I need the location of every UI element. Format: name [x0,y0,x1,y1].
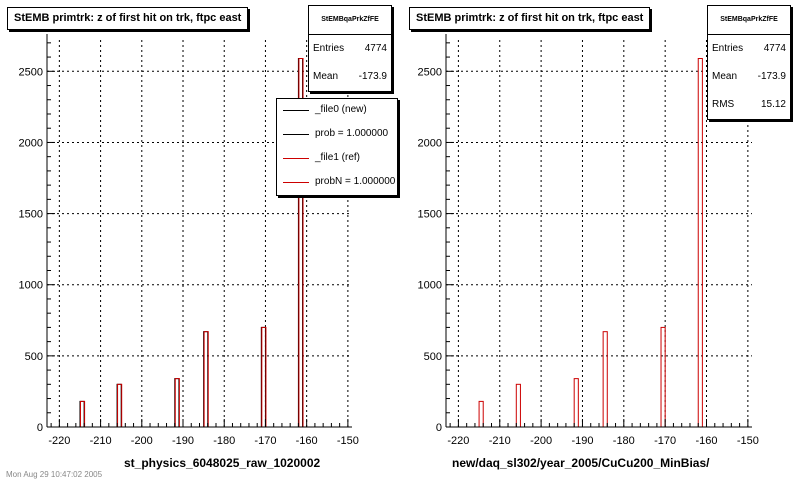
x-tick-label: -200 [530,435,552,447]
legend-label: _file0 (new) [315,104,367,115]
stats-value: 4774 [364,43,387,54]
stats-row-entries: Entries 4774 [708,35,790,63]
legend-label: _file1 (ref) [315,152,361,163]
x-axis-label: st_physics_6048025_raw_1020002 [124,456,321,470]
histogram-bar [478,400,484,428]
y-tick-label: 1500 [19,209,43,221]
legend-entry: _file0 (new) [277,99,397,123]
histogram-bar [697,57,703,428]
histogram-bar [660,326,666,428]
histogram-bar [573,378,579,428]
x-axis-label: new/daq_sl302/year_2005/CuCu200_MinBias/ [452,456,710,470]
legend-line-ref [283,158,309,159]
histogram-bar [515,383,521,428]
x-tick-label: -170 [254,435,276,447]
x-tick-label: -210 [90,435,112,447]
x-tick-label: -190 [172,435,194,447]
stats-name: StEMBqaPrkZfFE [309,6,391,35]
y-tick-label: 1000 [418,280,442,292]
x-tick-label: -160 [695,435,717,447]
legend-line-ref [283,182,309,183]
plot-title: StEMB primtrk: z of first hit on trk, ft… [7,7,249,30]
footer-timestamp: Mon Aug 29 10:47:02 2005 [6,470,103,479]
y-tick-label: 500 [25,351,43,363]
histogram-bar [602,331,608,428]
x-tick-label: -200 [131,435,153,447]
x-tick-label: -170 [654,435,676,447]
x-tick-label: -160 [296,435,318,447]
y-tick-label: 0 [37,422,43,434]
legend-label: probN = 1.000000 [315,176,396,187]
stats-row-entries: Entries 4774 [309,35,391,63]
y-tick-label: 0 [436,422,442,434]
y-tick-label: 1500 [418,209,442,221]
x-tick-label: -180 [213,435,235,447]
stats-row-mean: Mean -173.9 [309,63,391,91]
histogram-panel-left: -220 -210 -200 -190 -180 -170 -160 -150 0 500 1000… [6,5,398,479]
stats-value: -173.9 [358,71,387,82]
legend-entry: prob = 1.000000 [277,123,397,147]
y-tick-label: 500 [424,351,442,363]
legend-entry: probN = 1.000000 [277,171,397,195]
y-tick-label: 2000 [19,137,43,149]
stats-row-rms: RMS 15.12 [708,91,790,119]
x-tick-label: -220 [447,435,469,447]
stats-label: RMS [712,99,735,110]
histogram-plot-left: -220 -210 -200 -190 -180 -170 -160 -150 0 500 1000… [19,34,359,447]
x-tick-label: -210 [489,435,511,447]
legend-line-new [283,110,309,111]
histogram-plot-right: -220 -210 -200 -190 -180 -170 -160 -150 0 500 1000… [418,34,759,447]
stats-label: Mean [313,71,339,82]
legend-line-new [283,134,309,135]
y-tick-label: 2000 [418,137,442,149]
x-tick-label: -220 [48,435,70,447]
histogram-panel-right: -220 -210 -200 -190 -180 -170 -160 -150 0 500 1000… [400,0,800,480]
stats-box: StEMBqaPrkZfFE Entries 4774 Mean -173.9 … [707,5,791,120]
y-tick-label: 2500 [418,66,442,78]
plot-title: StEMB primtrk: z of first hit on trk, ft… [409,7,651,30]
stats-value: 15.12 [760,99,786,110]
legend: _file0 (new) prob = 1.000000 _file1 (ref… [276,98,398,196]
stats-name: StEMBqaPrkZfFE [708,6,790,35]
y-tick-label: 1000 [19,280,43,292]
stats-label: Mean [712,71,738,82]
x-tick-label: -150 [337,435,359,447]
legend-entry: _file1 (ref) [277,147,397,171]
y-tick-label: 2500 [19,66,43,78]
x-tick-label: -180 [613,435,635,447]
stats-value: 4774 [763,43,786,54]
stats-row-mean: Mean -173.9 [708,63,790,91]
stats-value: -173.9 [757,71,786,82]
stats-label: Entries [313,43,345,54]
stats-box: StEMBqaPrkZfFE Entries 4774 Mean -173.9 [308,5,392,92]
legend-label: prob = 1.000000 [315,128,389,139]
x-tick-label: -190 [571,435,593,447]
x-tick-label: -150 [737,435,759,447]
stats-label: Entries [712,43,744,54]
